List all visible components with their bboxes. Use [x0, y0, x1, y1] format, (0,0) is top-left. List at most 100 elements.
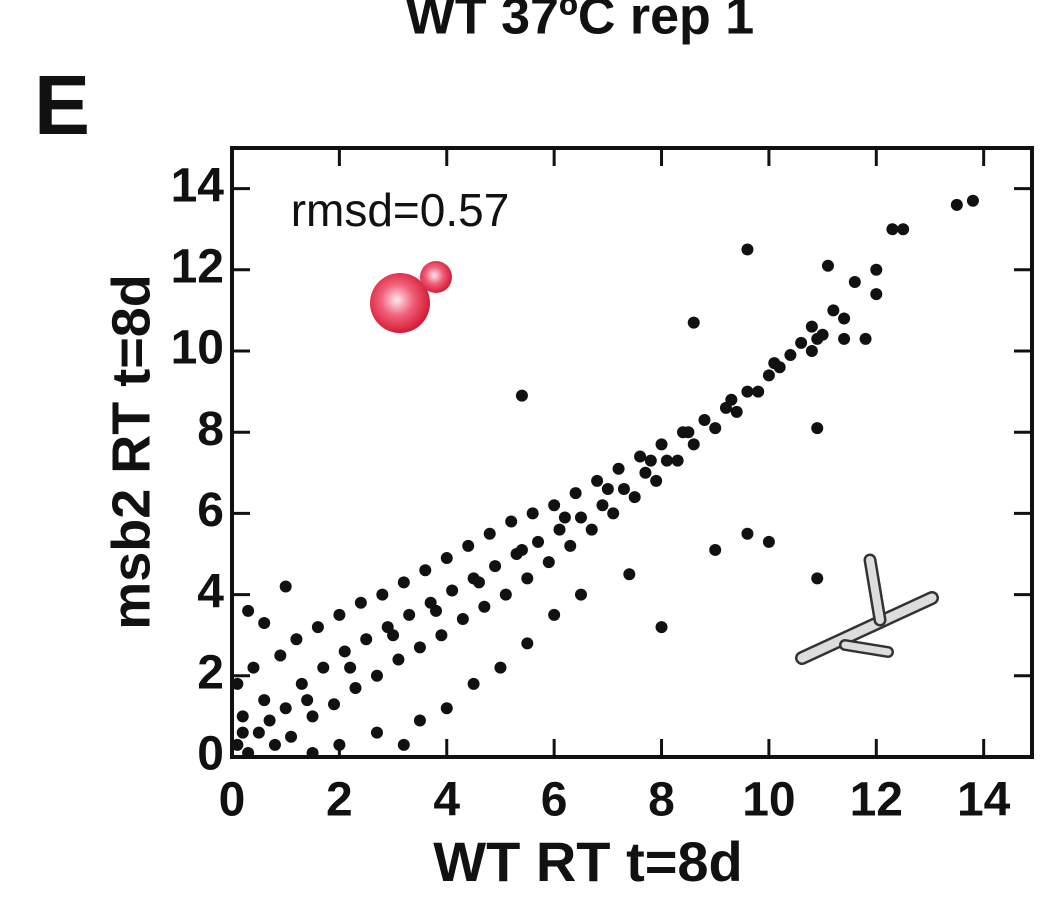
point: [752, 385, 765, 398]
point: [591, 474, 604, 487]
point: [784, 349, 797, 362]
point: [617, 483, 630, 496]
point: [574, 588, 587, 601]
point: [285, 730, 298, 743]
point: [569, 487, 582, 500]
point: [258, 694, 271, 707]
point: [805, 345, 818, 357]
point: [317, 661, 330, 674]
point: [655, 621, 668, 634]
point: [231, 738, 244, 751]
point: [236, 710, 249, 723]
y-tick-label: 12: [171, 240, 224, 293]
panel-label: E: [34, 58, 90, 152]
x-tick-label: 12: [850, 774, 903, 827]
point: [741, 385, 754, 398]
point: [811, 572, 824, 585]
x-tick-label: 4: [433, 774, 460, 827]
point: [306, 710, 319, 723]
point: [370, 669, 383, 682]
point: [247, 661, 260, 674]
point: [596, 499, 609, 512]
hyphae-icon: [795, 553, 939, 665]
point: [805, 320, 818, 333]
point: [950, 198, 963, 211]
point: [966, 194, 979, 207]
y-tick-label: 4: [197, 565, 224, 618]
point: [827, 304, 840, 317]
point: [483, 527, 496, 540]
point: [838, 332, 851, 345]
point: [848, 275, 861, 288]
point: [623, 568, 636, 581]
point: [252, 726, 265, 739]
point: [467, 677, 480, 690]
point: [521, 637, 534, 650]
point: [886, 223, 899, 236]
point: [811, 422, 824, 435]
point: [505, 515, 518, 528]
x-tick-label: 0: [219, 774, 246, 827]
point: [397, 576, 410, 589]
point: [301, 694, 314, 707]
x-axis-label: WT RT t=8d: [433, 830, 743, 893]
point: [430, 604, 443, 617]
point: [413, 641, 426, 654]
point: [268, 738, 281, 751]
point: [870, 263, 883, 276]
y-tick-label: 6: [197, 484, 224, 537]
x-tick-label: 6: [541, 774, 568, 827]
point: [768, 357, 781, 370]
point: [354, 596, 367, 609]
x-tick-label: 8: [648, 774, 675, 827]
point: [687, 438, 700, 451]
point: [574, 511, 587, 524]
point: [698, 414, 711, 427]
point: [650, 474, 663, 487]
point: [526, 507, 539, 520]
point: [478, 600, 491, 613]
point: [682, 426, 695, 439]
point: [655, 438, 668, 451]
plot-frame: [230, 146, 1034, 759]
point: [440, 552, 453, 565]
point: [279, 580, 292, 593]
point: [413, 714, 426, 727]
y-axis-label: msb2 RT t=8d: [101, 274, 161, 630]
point: [558, 511, 571, 524]
point: [258, 617, 271, 630]
point: [344, 661, 357, 674]
point: [489, 560, 502, 573]
point: [328, 698, 341, 711]
y-tick-label: 2: [197, 646, 224, 699]
point: [397, 738, 410, 751]
annotation: rmsd=0.57: [291, 184, 510, 236]
point: [370, 726, 383, 739]
point: [741, 243, 754, 256]
point: [644, 454, 657, 467]
point: [612, 462, 625, 475]
point: [532, 535, 545, 548]
point: [548, 499, 561, 512]
point: [338, 645, 351, 658]
x-tick-label: 2: [326, 774, 353, 827]
point: [521, 572, 534, 585]
point: [639, 466, 652, 479]
point: [349, 681, 362, 694]
point: [446, 584, 459, 597]
point: [548, 608, 561, 621]
point: [601, 483, 614, 496]
y-tick-label: 0: [197, 728, 224, 781]
point: [838, 312, 851, 325]
point: [462, 539, 475, 552]
point: [628, 491, 641, 504]
point: [279, 702, 292, 715]
point: [360, 633, 373, 646]
point: [762, 535, 775, 548]
point: [725, 393, 738, 406]
point: [730, 405, 743, 418]
point: [553, 523, 566, 536]
point: [494, 661, 507, 674]
point: [607, 507, 620, 520]
